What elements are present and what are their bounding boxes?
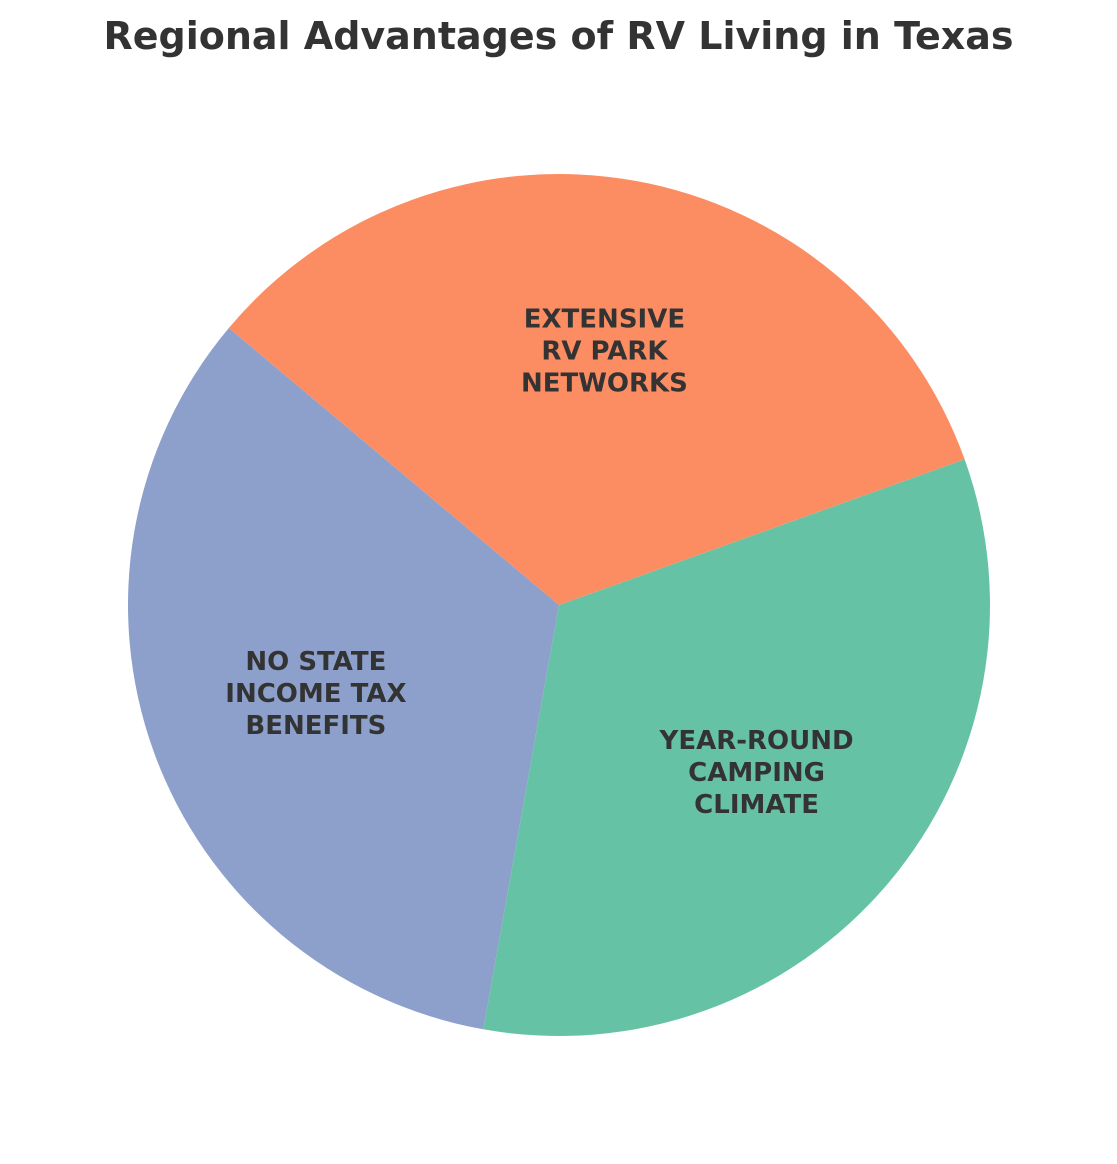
pie-slice — [127, 327, 560, 1030]
slice-label: NO STATE INCOME TAX BENEFITS — [225, 647, 406, 741]
pie-slices — [127, 173, 990, 1036]
chart-title: Regional Advantages of RV Living in Texa… — [103, 14, 1014, 58]
slice-label: YEAR-ROUND CAMPING CLIMATE — [659, 726, 854, 820]
slice-label: EXTENSIVE RV PARK NETWORKS — [521, 304, 688, 398]
pie-slice — [228, 173, 965, 605]
pie-labels: NO STATE INCOME TAX BENEFITS YEAR-ROUND CAMP… — [225, 304, 853, 819]
pie-slice — [483, 459, 990, 1036]
